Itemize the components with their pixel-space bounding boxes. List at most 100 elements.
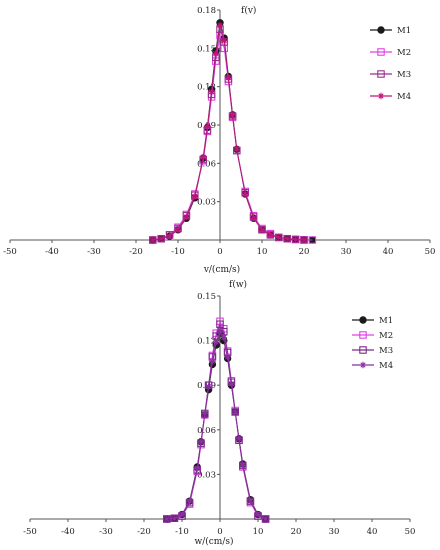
legend-label: M1	[379, 316, 393, 326]
data-point	[262, 515, 269, 523]
x-tick-label: 20	[299, 247, 310, 257]
x-tick-label: -10	[175, 527, 189, 537]
x-tick-label: -20	[137, 527, 151, 537]
x-tick-label: 10	[253, 527, 264, 537]
series-line	[152, 25, 305, 241]
series-m1	[163, 329, 270, 523]
legend-item: M2	[352, 331, 393, 341]
data-point	[254, 511, 262, 518]
data-point	[186, 497, 193, 505]
legend-label: M1	[397, 26, 411, 36]
data-point	[308, 236, 317, 244]
legend-label: M3	[397, 70, 411, 80]
x-tick-label: 0	[217, 247, 222, 257]
legend-label: M2	[379, 331, 393, 341]
x-axis-label: v/(cm/s)	[203, 264, 240, 275]
data-point	[178, 511, 186, 518]
x-tick-label: 10	[257, 247, 268, 257]
data-point	[204, 123, 211, 130]
series-line	[166, 319, 266, 520]
x-tick-label: -50	[3, 247, 17, 257]
legend-label: M4	[379, 361, 393, 371]
legend-marker	[377, 70, 385, 78]
series-m4	[163, 326, 269, 523]
x-tick-label: 30	[341, 247, 352, 257]
data-point	[158, 235, 165, 242]
series-line	[166, 328, 266, 520]
data-point	[209, 358, 216, 365]
data-point	[216, 326, 224, 334]
x-tick-label: -30	[87, 247, 101, 257]
data-point	[275, 234, 282, 241]
legend-item: M1	[352, 316, 393, 326]
data-point	[247, 497, 254, 505]
data-point	[163, 515, 170, 523]
legend-item: M3	[370, 70, 411, 80]
legend-item: M4	[370, 92, 411, 102]
data-point	[194, 465, 201, 472]
legend-marker	[359, 346, 367, 354]
y-tick-label: 0.12	[197, 337, 216, 347]
data-point	[205, 383, 212, 390]
legend-item: M4	[352, 361, 393, 371]
data-point	[220, 334, 227, 341]
legend-marker	[359, 316, 367, 324]
data-point	[212, 50, 219, 57]
data-point	[233, 146, 240, 153]
x-tick-label: 40	[367, 527, 378, 537]
data-point	[224, 353, 231, 361]
chart-1: -50-40-30-20-10010203040500.030.060.090.…	[3, 5, 435, 275]
data-point	[267, 231, 274, 239]
legend-marker	[359, 361, 367, 369]
data-point	[183, 213, 190, 221]
data-point	[149, 236, 156, 244]
x-tick-label: 50	[405, 527, 416, 537]
legend-label: M3	[379, 346, 393, 356]
data-point	[284, 235, 291, 242]
data-point	[174, 226, 182, 233]
data-point	[292, 236, 299, 243]
y-tick-label: 0.15	[197, 292, 216, 302]
y-tick-label: 0.15	[197, 44, 216, 54]
data-point	[191, 193, 198, 200]
x-tick-label: 0	[217, 527, 222, 537]
x-tick-label: -10	[171, 247, 185, 257]
legend-item: M1	[370, 26, 411, 36]
y-tick-label: 0.06	[197, 426, 216, 436]
data-point	[200, 153, 207, 161]
data-point	[239, 462, 246, 469]
y-tick-label: 0.18	[197, 6, 216, 16]
data-point	[242, 190, 249, 198]
data-point	[258, 226, 266, 233]
data-point	[235, 435, 243, 442]
data-point	[232, 408, 239, 416]
chart-2: -50 -40 -30 -20 -10 0 10 20 30 40 500.030.060.090.…	[23, 279, 415, 547]
series-m3	[149, 25, 308, 244]
data-point	[250, 215, 257, 222]
series-m1	[149, 19, 317, 244]
series-m4	[149, 22, 308, 244]
x-tick-label: -40	[45, 247, 59, 257]
x-tick-label: -50	[23, 527, 37, 537]
series-line	[152, 35, 313, 241]
legend-marker	[359, 331, 367, 339]
data-point	[171, 515, 178, 522]
x-tick-label: -20	[129, 247, 143, 257]
data-point	[213, 338, 220, 346]
y-tick-label: 0.12	[197, 83, 216, 93]
series-line	[152, 29, 305, 241]
x-tick-label: 50	[425, 247, 436, 257]
data-point	[221, 37, 228, 44]
x-tick-label: 20	[291, 527, 302, 537]
data-point	[229, 112, 236, 120]
data-point	[197, 438, 205, 445]
x-tick-label: 40	[383, 247, 394, 257]
data-point	[228, 380, 235, 387]
data-point	[166, 232, 173, 240]
data-point	[225, 74, 232, 81]
legend-label: M2	[397, 48, 411, 58]
data-point	[208, 88, 215, 95]
series-m3	[163, 320, 270, 523]
legend-item: M2	[370, 48, 411, 58]
